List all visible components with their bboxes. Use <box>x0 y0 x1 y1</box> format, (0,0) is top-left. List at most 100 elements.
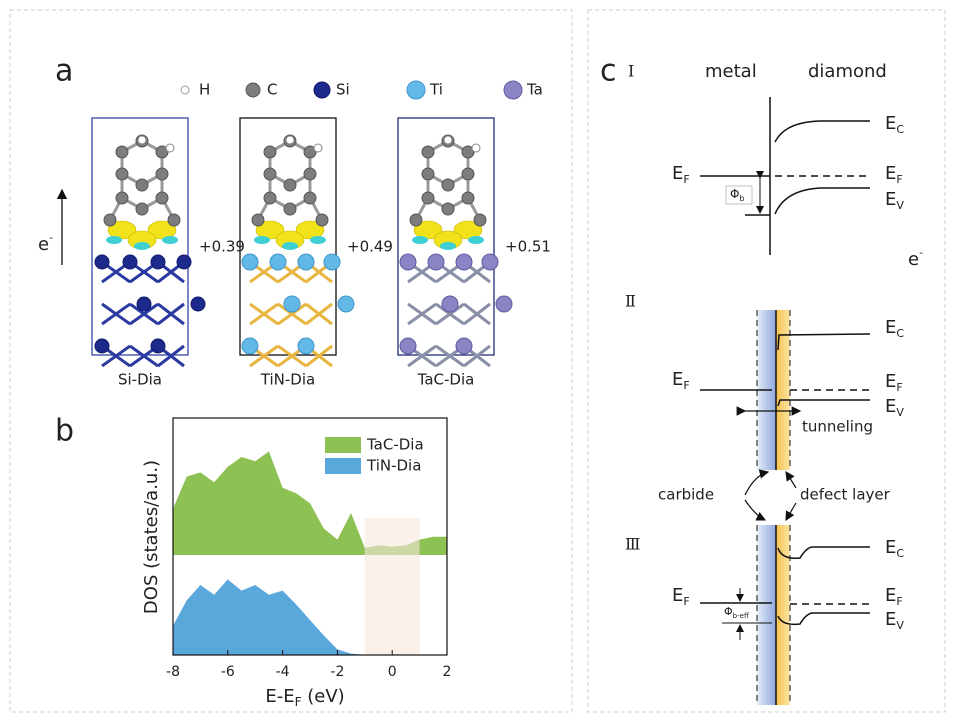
x-axis-label: E-EF (eV) <box>265 686 344 709</box>
atom <box>123 255 137 269</box>
text: F <box>896 173 902 186</box>
highlight-region <box>365 518 420 655</box>
text: V <box>896 199 904 212</box>
atom-c <box>264 146 276 158</box>
energy-label: EV <box>885 396 904 419</box>
legend-atom <box>246 83 260 97</box>
atom-c <box>252 214 264 226</box>
text: C <box>896 327 904 340</box>
charge-depletion <box>310 236 326 244</box>
atom-h <box>138 136 146 144</box>
text: C <box>896 547 904 560</box>
text: E <box>885 371 896 392</box>
atom-h <box>314 144 322 152</box>
atom-c <box>136 179 148 191</box>
atom <box>400 254 416 270</box>
atom-c <box>462 168 474 180</box>
x-tick-label: -6 <box>221 664 235 680</box>
stage-label: Ⅱ <box>625 292 636 311</box>
x-tick-label: -4 <box>276 664 290 680</box>
text: E <box>672 163 683 184</box>
arrow <box>745 500 765 520</box>
legend-atom <box>407 81 425 99</box>
x-tick-label: 2 <box>443 664 452 680</box>
atom <box>95 255 109 269</box>
legend-swatch <box>325 437 361 453</box>
atom-c <box>264 168 276 180</box>
arrows <box>745 472 796 520</box>
atom <box>324 254 340 270</box>
atom <box>177 255 191 269</box>
atom-c <box>284 203 296 215</box>
electron-label: e- <box>908 246 923 270</box>
legend-label: Ta <box>526 81 543 99</box>
text: Φ <box>730 187 739 201</box>
charge-depletion <box>254 236 270 244</box>
charge-depletion <box>468 236 484 244</box>
carbide-layer <box>757 525 776 705</box>
atom-c <box>422 146 434 158</box>
charge-depletion <box>282 242 298 250</box>
atom-c <box>264 192 276 204</box>
legend-label: Si <box>336 81 350 99</box>
atom <box>95 339 109 353</box>
charge-value: +0.51 <box>505 238 551 256</box>
text: E <box>885 317 896 338</box>
text: C <box>896 123 904 136</box>
atom <box>428 254 444 270</box>
atom <box>400 338 416 354</box>
x-tick-label: -8 <box>166 664 180 680</box>
atom-c <box>442 203 454 215</box>
atom <box>298 254 314 270</box>
text: b <box>739 194 744 203</box>
atom <box>482 254 498 270</box>
legend-label: TiN-Dia <box>366 457 421 475</box>
charge-depletion <box>134 242 150 250</box>
text: e <box>908 249 919 270</box>
defect-layer <box>776 525 790 705</box>
atom-c <box>422 192 434 204</box>
atom-h <box>286 136 294 144</box>
atom <box>151 339 165 353</box>
atom-c <box>156 192 168 204</box>
atom-c <box>116 168 128 180</box>
energy-label: EF <box>885 371 903 394</box>
text: E <box>885 537 896 558</box>
stage-label: Ⅲ <box>625 535 640 554</box>
atom <box>338 296 354 312</box>
legend-atom <box>504 81 522 99</box>
text: E <box>672 369 683 390</box>
text: F <box>683 595 689 608</box>
atom-c <box>474 214 486 226</box>
energy-label: EF <box>672 163 690 186</box>
panel-label: c <box>600 54 617 89</box>
arrow <box>786 472 796 488</box>
structure-name: TiN-Dia <box>260 371 315 389</box>
structure-name: TaC-Dia <box>417 371 475 389</box>
atom-c <box>304 192 316 204</box>
charge-depletion <box>440 242 456 250</box>
structure <box>240 118 354 366</box>
structure-name: Si-Dia <box>118 371 162 389</box>
tunneling-label: tunneling <box>802 418 873 436</box>
charge-depletion <box>412 236 428 244</box>
structures <box>92 118 512 366</box>
atom-c <box>304 168 316 180</box>
charge-depletion <box>162 236 178 244</box>
text: E <box>885 609 896 630</box>
conduction-band <box>778 334 870 350</box>
conduction-band <box>775 121 870 142</box>
structure <box>398 118 512 366</box>
atom <box>284 296 300 312</box>
text: E <box>885 113 896 134</box>
atom-c <box>156 168 168 180</box>
atom-h <box>166 144 174 152</box>
energy-label: EV <box>885 609 904 632</box>
charge-value: +0.39 <box>199 238 245 256</box>
text: E <box>672 585 683 606</box>
atom-c <box>104 214 116 226</box>
text: - <box>49 231 53 244</box>
defect-layer <box>776 310 790 470</box>
energy-label: EF <box>672 585 690 608</box>
